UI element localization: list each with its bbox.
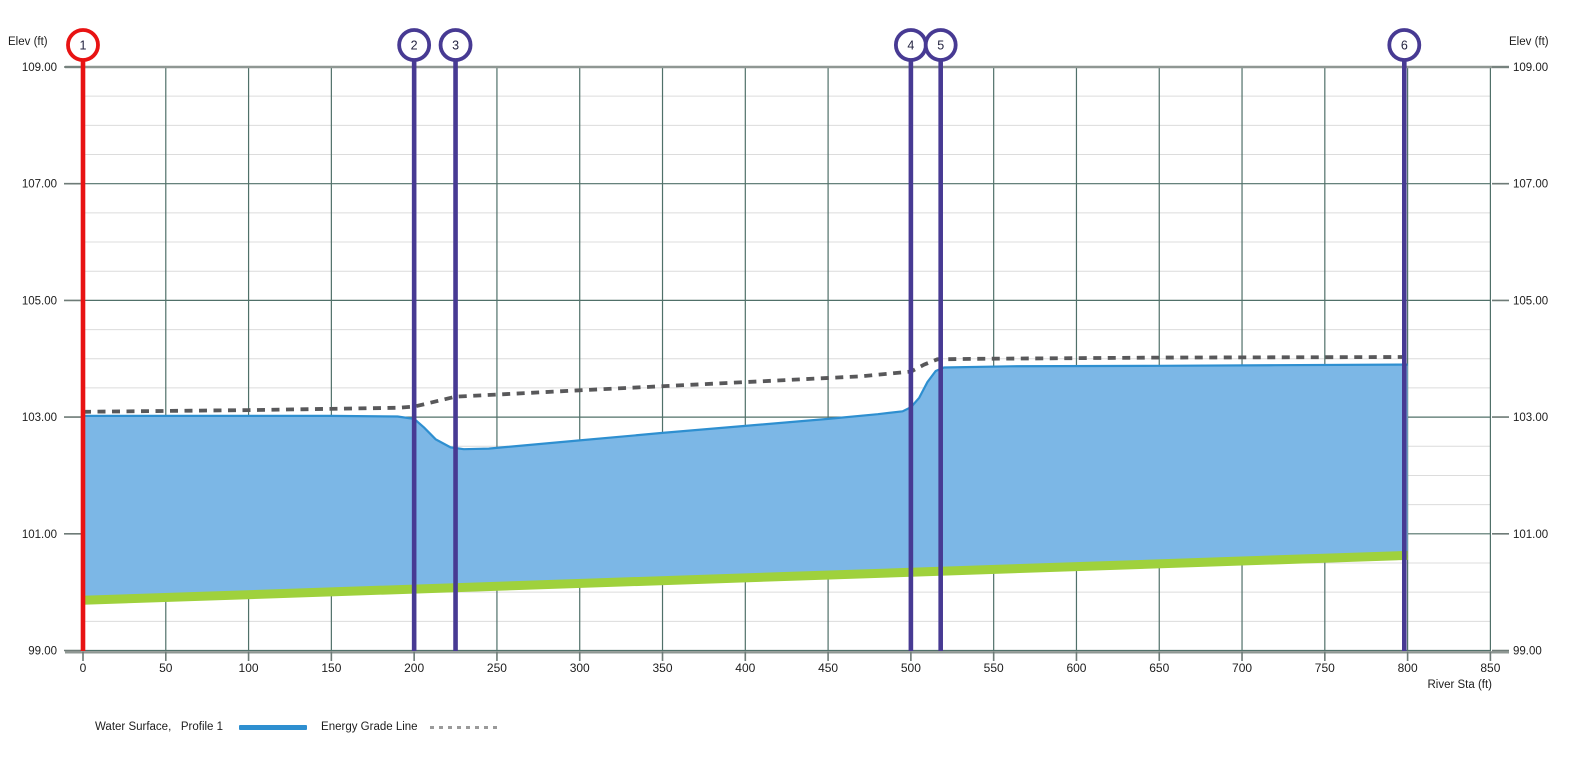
ground-line xyxy=(82,550,1408,605)
y-tick-label-left: 99.00 xyxy=(28,646,57,658)
x-tick-label: 100 xyxy=(239,661,259,675)
legend: Water Surface, Profile 1 Energy Grade Li… xyxy=(95,721,502,733)
y-tick-label-left: 105.00 xyxy=(22,295,57,307)
station-marker-number-2: 2 xyxy=(411,39,418,53)
y-tick-label-left: 103.00 xyxy=(22,412,57,424)
station-marker-number-1: 1 xyxy=(80,39,87,53)
x-tick-label: 650 xyxy=(1149,661,1169,675)
x-tick-label: 450 xyxy=(818,661,838,675)
station-marker-circle-3 xyxy=(438,28,473,62)
legend-energy-grade-label: Energy Grade Line xyxy=(321,721,418,733)
station-marker-circle-6 xyxy=(1387,28,1422,62)
x-tick-label: 850 xyxy=(1480,661,1500,675)
x-tick-label: 600 xyxy=(1066,661,1086,675)
x-tick-label: 250 xyxy=(487,661,507,675)
y-tick-label-left: 101.00 xyxy=(22,529,57,541)
water-surface-line xyxy=(83,363,1408,451)
x-tick-label: 200 xyxy=(404,661,424,675)
x-tick-label: 350 xyxy=(653,661,673,675)
x-axis-title: River Sta (ft) xyxy=(1427,679,1492,691)
x-tick-label: 150 xyxy=(321,661,341,675)
x-tick-label: 300 xyxy=(570,661,590,675)
station-marker-number-6: 6 xyxy=(1401,39,1408,53)
legend-energy-grade-swatch xyxy=(429,725,502,729)
y-axis-title-right: Elev (ft) xyxy=(1509,36,1549,48)
station-marker-circle-1 xyxy=(66,28,100,62)
x-tick-label: 800 xyxy=(1398,661,1418,675)
station-marker-number-4: 4 xyxy=(907,39,914,53)
y-tick-label-right: 99.00 xyxy=(1513,646,1542,658)
x-tick-label: 550 xyxy=(984,661,1004,675)
x-tick-label: 750 xyxy=(1315,661,1335,675)
y-tick-label-right: 103.00 xyxy=(1513,412,1548,424)
y-tick-label-right: 101.00 xyxy=(1513,529,1548,541)
x-tick-label: 700 xyxy=(1232,661,1252,675)
x-tick-label: 50 xyxy=(159,661,173,675)
y-tick-label-right: 107.00 xyxy=(1513,179,1548,191)
station-marker-number-5: 5 xyxy=(937,39,944,53)
y-axis-title-left: Elev (ft) xyxy=(8,36,48,48)
x-tick-label: 400 xyxy=(735,661,755,675)
station-marker-circle-2 xyxy=(397,28,432,62)
legend-water-surface-swatch xyxy=(239,724,308,730)
y-tick-label-left: 109.00 xyxy=(22,62,57,74)
y-tick-label-right: 105.00 xyxy=(1513,295,1548,307)
energy-grade-line xyxy=(82,355,1408,414)
x-tick-label: 0 xyxy=(80,661,87,675)
x-tick-label: 500 xyxy=(901,661,921,675)
legend-water-surface-label: Water Surface, Profile 1 xyxy=(95,721,224,733)
station-marker-number-3: 3 xyxy=(452,39,459,53)
y-tick-label-right: 109.00 xyxy=(1513,62,1548,74)
station-marker-circle-5 xyxy=(923,28,958,62)
y-tick-label-left: 107.00 xyxy=(22,179,57,191)
